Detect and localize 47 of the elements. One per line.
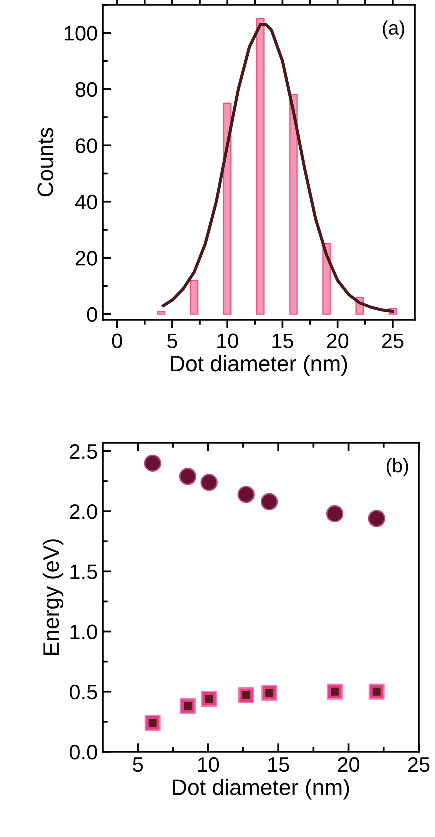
x-tick-label: 15 <box>272 334 294 348</box>
y-tick-label: 2.0 <box>70 504 98 520</box>
point <box>179 468 197 486</box>
x-tick-label: 5 <box>167 334 178 348</box>
bar <box>290 94 298 315</box>
y-axis-title: Energy (eV) <box>42 540 64 655</box>
point <box>180 698 196 714</box>
bar <box>256 18 265 315</box>
point <box>201 691 218 708</box>
y-tick-label: 2.5 <box>70 444 98 460</box>
x-tick-label: 25 <box>382 334 404 348</box>
x-tick-label: 20 <box>327 334 349 348</box>
x-axis-title: Dot diameter (nm) <box>173 779 350 800</box>
bar <box>157 311 166 315</box>
point <box>368 684 385 700</box>
x-tick-label: 10 <box>218 334 238 348</box>
y-tick-label: 60 <box>76 138 98 154</box>
y-tick-label: 0.0 <box>70 745 98 760</box>
point <box>200 474 218 492</box>
x-tick-label: 10 <box>198 757 220 772</box>
y-tick-label: 0 <box>87 307 98 322</box>
annotation: (b) <box>386 458 408 477</box>
point <box>238 688 254 704</box>
y-tick-label: 1.5 <box>70 564 98 580</box>
point <box>260 493 278 511</box>
x-tick-label: 20 <box>338 757 360 772</box>
point <box>144 454 162 472</box>
y-tick-label: 100 <box>64 26 98 41</box>
y-tick-label: 0.5 <box>70 684 98 700</box>
x-axis-title: Dot diameter (nm) <box>171 355 348 376</box>
point <box>327 684 343 700</box>
x-tick-label: 0 <box>112 334 122 348</box>
y-tick-label: 20 <box>76 251 98 266</box>
annotation: (a) <box>383 20 404 39</box>
point <box>238 486 256 504</box>
point <box>368 510 386 528</box>
x-tick-label: 5 <box>133 758 144 772</box>
y-axis-title: Counts <box>38 128 54 197</box>
y-tick-label: 80 <box>76 82 98 98</box>
point <box>262 685 278 702</box>
x-tick-label: 15 <box>268 758 290 772</box>
y-tick-label: 1.0 <box>70 624 98 640</box>
y-tick-label: 40 <box>75 194 98 210</box>
x-tick-label: 25 <box>408 757 430 772</box>
point <box>144 715 161 732</box>
bar <box>190 280 199 315</box>
point <box>326 505 344 523</box>
